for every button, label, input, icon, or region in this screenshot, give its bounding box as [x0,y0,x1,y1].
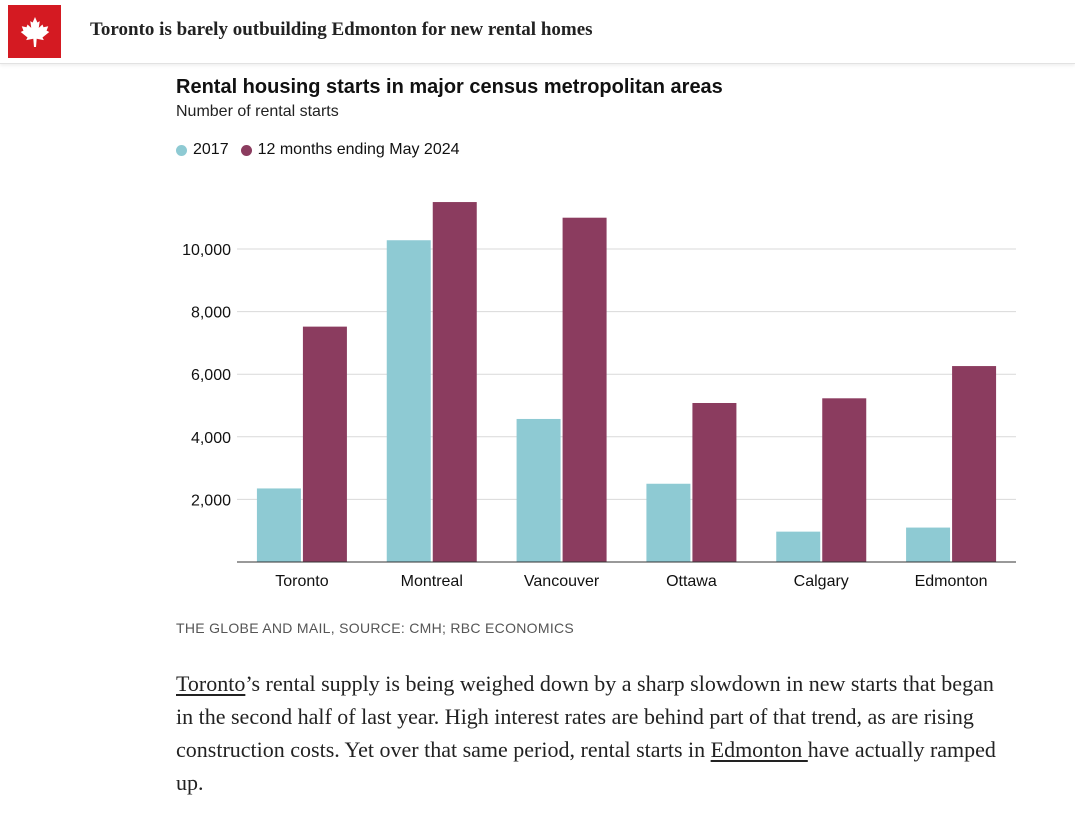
site-header: Toronto is barely outbuilding Edmonton f… [0,0,1075,64]
y-tick-label-2000: 2,000 [191,492,231,509]
x-tick-label-ottawa: Ottawa [666,573,717,590]
x-tick-label-edmonton: Edmonton [915,573,988,590]
y-tick-label-8000: 8,000 [191,305,231,322]
bar-montreal-2017 [386,240,431,562]
bar-toronto-2024 [302,326,347,562]
bar-edmonton-2024 [952,366,997,562]
bar-chart: 2,000 4,000 6,000 8,000 10,000 Toronto Montrea… [182,202,1016,590]
legend-label-2017: 2017 [193,141,229,158]
chart-title: Rental housing starts in major census me… [176,76,723,98]
bar-toronto-2017 [256,488,301,562]
chart-source: THE GLOBE AND MAIL, SOURCE: CMH; RBC ECO… [176,620,575,636]
maple-leaf-icon [20,16,49,47]
bar-calgary-2024 [822,398,867,562]
legend-item-2024: 12 months ending May 2024 [240,141,460,159]
x-tick-label-montreal: Montreal [401,573,463,590]
legend-label-2024: 12 months ending May 2024 [257,141,460,158]
y-tick-label-10000: 10,000 [182,242,231,259]
bar-edmonton-2017 [906,527,951,562]
globe-logo[interactable] [8,5,61,58]
legend-dot-2017 [176,144,187,156]
bar-montreal-2024 [432,202,477,563]
bar-ottawa-2017 [646,483,691,562]
chart-subtitle: Number of rental starts [176,103,339,120]
x-tick-label-calgary: Calgary [794,573,849,590]
bar-calgary-2017 [776,531,821,562]
toronto-link[interactable]: Toronto [176,671,246,696]
y-tick-label-6000: 6,000 [191,367,231,384]
header-article-title: Toronto is barely outbuilding Edmonton f… [90,19,593,40]
x-tick-label-toronto: Toronto [275,573,328,590]
article-text-2: have actually ramped up. [176,737,996,795]
bar-vancouver-2024 [562,217,607,562]
legend-dot-2024 [240,144,252,156]
article-text-1: ’s rental supply is being weighed down b… [176,671,994,762]
y-tick-label-4000: 4,000 [191,430,231,447]
chart-legend: 2017 12 months ending May 2024 [176,141,472,159]
bar-ottawa-2024 [692,402,737,562]
article-paragraph: Toronto’s rental supply is being weighed… [176,667,1016,799]
bar-vancouver-2017 [516,418,561,562]
legend-item-2017: 2017 [176,141,229,159]
edmonton-link[interactable]: Edmonton [710,737,808,762]
x-tick-label-vancouver: Vancouver [524,573,600,590]
